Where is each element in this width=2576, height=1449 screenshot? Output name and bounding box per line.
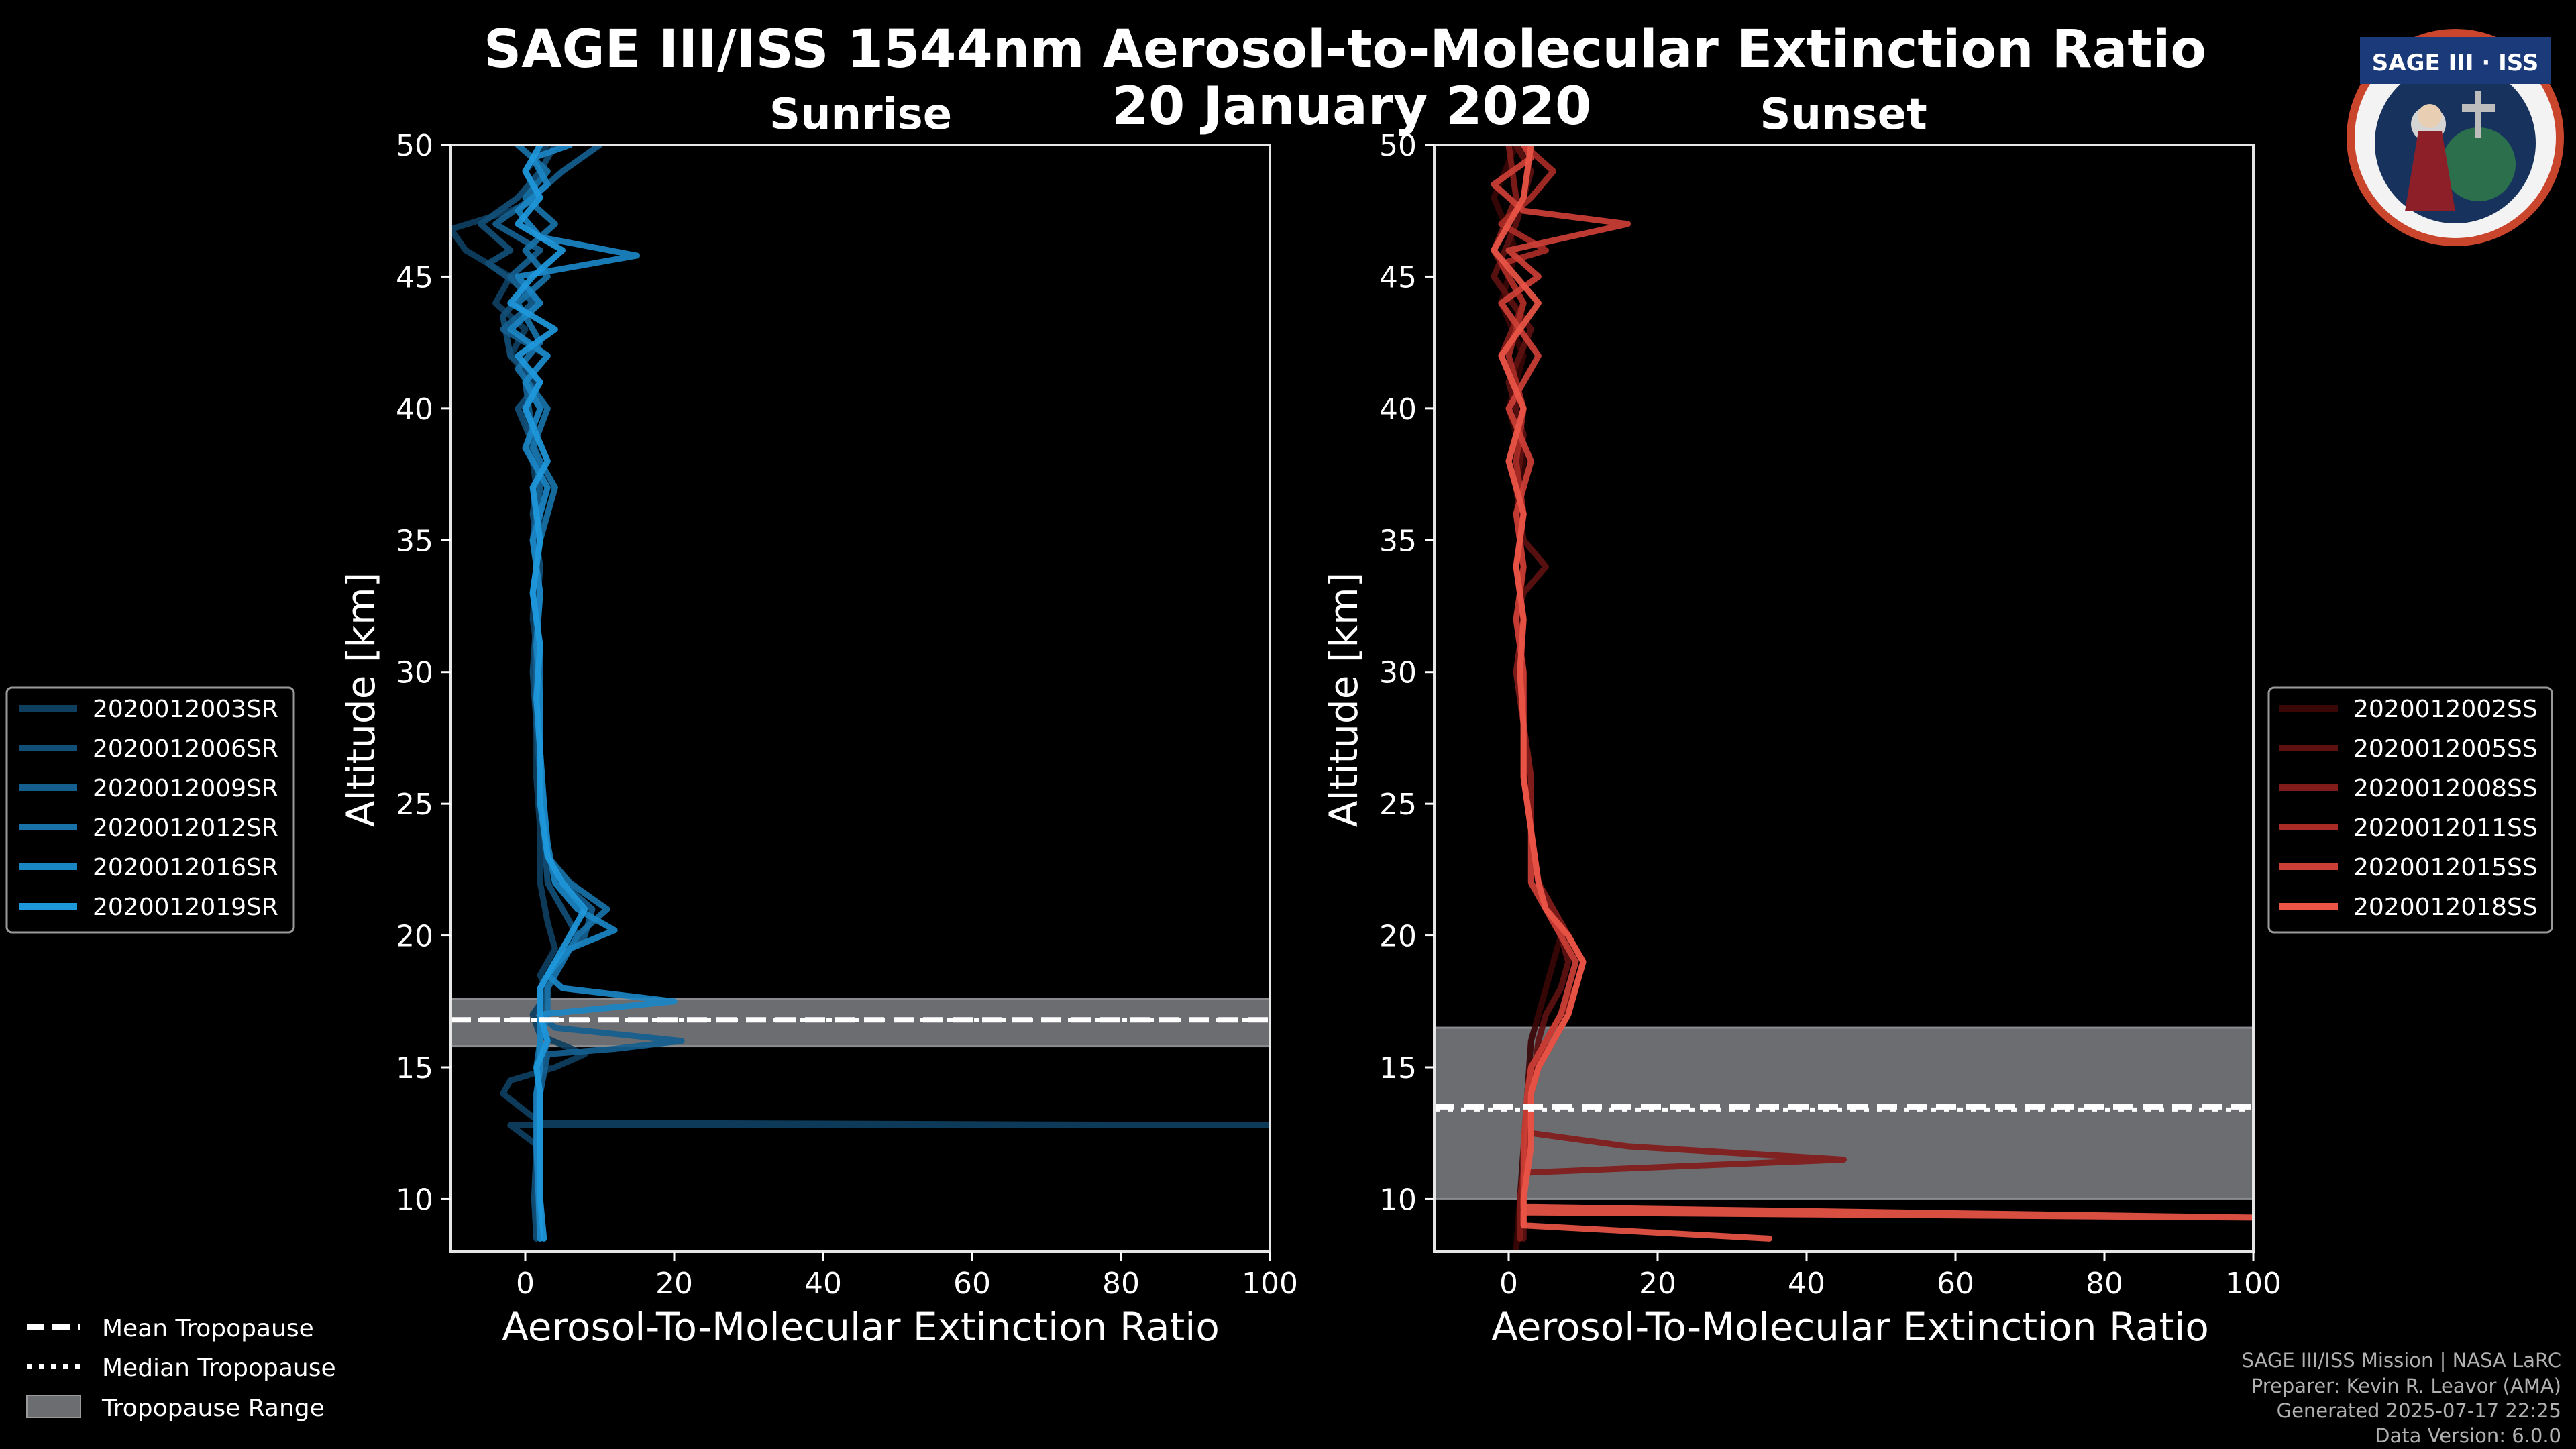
sunrise-ytick-label: 50 bbox=[396, 129, 433, 163]
tropopause-legend: Mean Tropopause Median Tropopause Tropop… bbox=[26, 1315, 336, 1422]
figure-date: 20 January 2020 bbox=[1112, 76, 1592, 137]
sunrise-ytick-label: 10 bbox=[396, 1183, 433, 1217]
sunset-xtick-label: 40 bbox=[1788, 1267, 1825, 1301]
legend-entry: 2020012009SR bbox=[93, 775, 278, 802]
legend-entry: 2020012015SS bbox=[2353, 854, 2538, 881]
sunrise-series-2020012019SR bbox=[507, 145, 588, 1242]
legend-entry: 2020012008SS bbox=[2353, 775, 2538, 802]
legend-entry: 2020012006SR bbox=[93, 735, 278, 763]
sunrise-ylabel: Altitude [km] bbox=[338, 572, 384, 827]
sunrise-xtick-label: 80 bbox=[1102, 1267, 1140, 1301]
sunrise-ytick-label: 15 bbox=[396, 1051, 433, 1085]
sunrise-ytick-label: 45 bbox=[396, 260, 433, 294]
sunset-ytick-label: 50 bbox=[1379, 129, 1417, 163]
sunset-ytick-label: 20 bbox=[1379, 920, 1417, 954]
sunset-series-2020012018SS bbox=[1491, 145, 2253, 1242]
legend-entry: 2020012018SS bbox=[2353, 894, 2538, 921]
credits: SAGE III/ISS Mission | NASA LaRC Prepare… bbox=[2242, 1349, 2561, 1447]
sunset-panel: Sunset Altitude [km] Aerosol-To-Molecula… bbox=[1321, 90, 2282, 1350]
sunrise-ytick-label: 20 bbox=[396, 920, 433, 954]
legend-entry: 2020012019SR bbox=[93, 894, 278, 921]
sunrise-xtick-label: 40 bbox=[804, 1267, 842, 1301]
sunset-ylabel: Altitude [km] bbox=[1321, 572, 1366, 827]
sunset-ytick-label: 40 bbox=[1379, 392, 1417, 427]
sunset-ytick-label: 10 bbox=[1379, 1183, 1417, 1217]
sunrise-subtitle: Sunrise bbox=[769, 90, 952, 140]
sunset-subtitle: Sunset bbox=[1760, 90, 1927, 140]
legend-entry: 2020012012SR bbox=[93, 814, 278, 842]
sunrise-xtick-label: 20 bbox=[655, 1267, 693, 1301]
sunset-xtick-label: 20 bbox=[1639, 1267, 1676, 1301]
tropopause-range-swatch bbox=[26, 1395, 81, 1418]
figure-title: SAGE III/ISS 1544nm Aerosol-to-Molecular… bbox=[484, 19, 2206, 80]
legend-entry: 2020012011SS bbox=[2353, 814, 2538, 842]
sunset-ytick-label: 25 bbox=[1379, 788, 1417, 822]
sunrise-ytick-label: 40 bbox=[396, 392, 433, 427]
sunrise-plot-area bbox=[451, 145, 1270, 1242]
legend-entry: 2020012016SR bbox=[93, 854, 278, 881]
sunrise-xtick-label: 60 bbox=[953, 1267, 991, 1301]
sunrise-xtick-label: 0 bbox=[516, 1267, 535, 1301]
sunset-xtick-label: 80 bbox=[2086, 1267, 2123, 1301]
legend-entry: 2020012002SS bbox=[2353, 696, 2538, 723]
sage-logo: SAGE III · ISS bbox=[2347, 29, 2564, 246]
sunset-ytick-label: 30 bbox=[1379, 656, 1417, 690]
sunrise-legend: 2020012003SR 2020012006SR 2020012009SR 2… bbox=[5, 686, 295, 934]
credit-version: Data Version: 6.0.0 bbox=[2375, 1424, 2561, 1447]
sunset-legend: 2020012002SS 2020012005SS 2020012008SS 2… bbox=[2267, 686, 2553, 934]
sunset-ytick-label: 45 bbox=[1379, 260, 1417, 294]
tropopause-range-label: Tropopause Range bbox=[101, 1395, 325, 1422]
credit-generated: Generated 2025-07-17 22:25 bbox=[2277, 1399, 2561, 1422]
sunset-axes-frame bbox=[1433, 144, 2255, 1253]
legend-entry: 2020012005SS bbox=[2353, 735, 2538, 763]
sunset-tropopause-range bbox=[1434, 1026, 2253, 1200]
sunset-xlabel: Aerosol-To-Molecular Extinction Ratio bbox=[1491, 1304, 2209, 1350]
credit-mission: SAGE III/ISS Mission | NASA LaRC bbox=[2242, 1349, 2561, 1372]
sunrise-series-2020012003SR bbox=[451, 145, 1270, 1242]
sunrise-panel: Sunrise Altitude [km] Aerosol-To-Molecul… bbox=[338, 90, 1298, 1350]
sunset-plot-area bbox=[1434, 145, 2253, 1252]
sunset-ytick-label: 15 bbox=[1379, 1051, 1417, 1085]
sunset-series-2020012002SS bbox=[1491, 145, 1564, 1252]
credit-preparer: Preparer: Kevin R. Leavor (AMA) bbox=[2251, 1375, 2561, 1397]
legend-entry: 2020012003SR bbox=[93, 696, 278, 723]
sunset-ytick-label: 35 bbox=[1379, 524, 1417, 558]
sunrise-ytick-label: 30 bbox=[396, 656, 433, 690]
sunset-xtick-label: 100 bbox=[2225, 1267, 2282, 1301]
logo-text: SAGE III · ISS bbox=[2372, 50, 2538, 76]
sunrise-ytick-label: 25 bbox=[396, 788, 433, 822]
sunset-xtick-label: 60 bbox=[1937, 1267, 1974, 1301]
sunrise-xtick-label: 100 bbox=[1242, 1267, 1298, 1301]
mean-tropopause-label: Mean Tropopause bbox=[102, 1315, 314, 1342]
median-tropopause-label: Median Tropopause bbox=[102, 1354, 336, 1382]
sunset-xtick-label: 0 bbox=[1499, 1267, 1518, 1301]
sunrise-axes-frame bbox=[449, 144, 1271, 1253]
sunrise-xlabel: Aerosol-To-Molecular Extinction Ratio bbox=[502, 1304, 1220, 1350]
sunrise-ytick-label: 35 bbox=[396, 524, 433, 558]
